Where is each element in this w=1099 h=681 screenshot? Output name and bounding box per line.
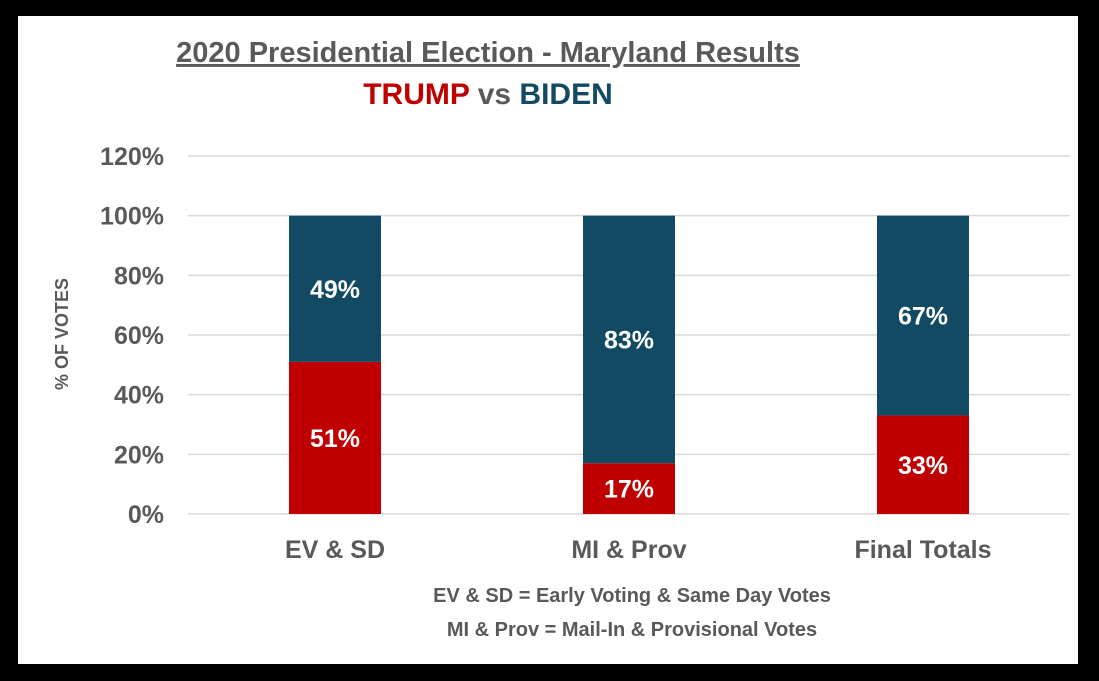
bar-trump [583,463,675,514]
bar-trump [877,415,969,514]
data-label: 49% [310,276,360,304]
y-tick-labels: 0% 20% 40% 60% 80% 100% 120% [100,143,164,529]
chart-panel: 2020 Presidential Election - Maryland Re… [18,16,1078,664]
data-label: 67% [898,303,948,331]
chart-title: 2020 Presidential Election - Maryland Re… [176,37,800,69]
y-tick-label: 80% [114,262,164,290]
y-axis-label: % OF VOTES [52,278,72,390]
footnote: EV & SD = Early Voting & Same Day Votes [433,585,831,607]
subtitle-biden: BIDEN [519,78,612,111]
y-tick-label: 0% [128,501,164,529]
y-tick-label: 20% [114,441,164,469]
bar-trump [289,361,381,514]
data-label: 51% [310,425,360,453]
subtitle-vs: vs [469,78,519,111]
data-label: 33% [898,452,948,480]
category-label: MI & Prov [571,536,686,564]
bars: 51% 49% 17% 83% 33% 67% [289,215,969,514]
y-tick-label: 120% [100,143,164,171]
chart-subtitle: TRUMP vs BIDEN [363,78,613,111]
data-label: 17% [604,476,654,504]
footnote: MI & Prov = Mail-In & Provisional Votes [447,619,817,641]
bar-biden [289,215,381,362]
footnotes: EV & SD = Early Voting & Same Day Votes M… [433,585,831,641]
data-label: 83% [604,326,654,354]
category-label: Final Totals [854,536,991,564]
category-labels: EV & SD MI & Prov Final Totals [285,536,992,564]
category-label: EV & SD [285,536,385,564]
election-bar-chart: 2020 Presidential Election - Maryland Re… [52,37,1070,641]
y-tick-label: 40% [114,382,164,410]
bar-biden [583,215,675,464]
y-tick-label: 60% [114,322,164,350]
y-tick-label: 100% [100,203,164,231]
subtitle-trump: TRUMP [363,78,469,111]
bar-biden [877,215,969,416]
